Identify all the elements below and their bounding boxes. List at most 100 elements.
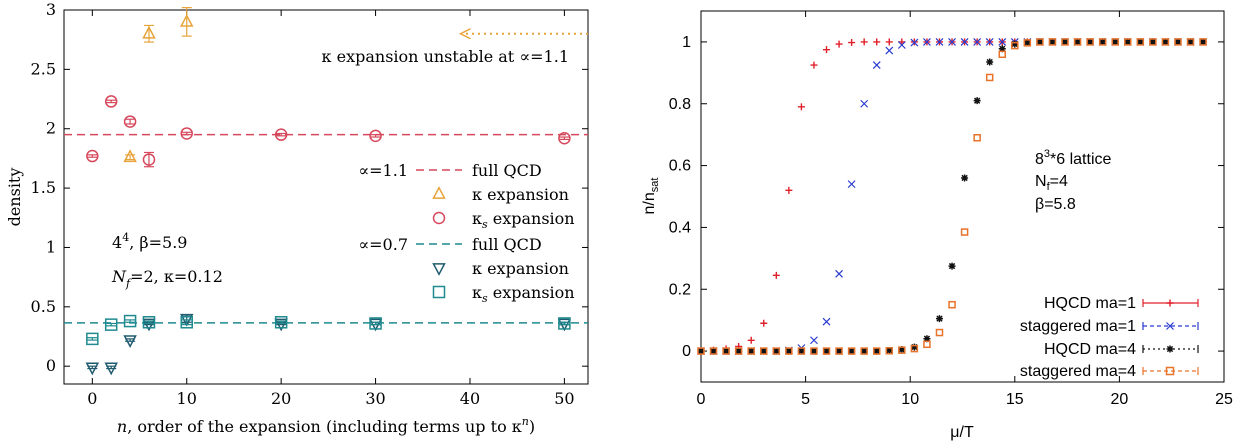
left-y-tick-label: 1	[46, 237, 56, 256]
data-point-square	[998, 50, 1006, 59]
data-point-star	[998, 45, 1006, 53]
right-y-tick-label: 0.4	[669, 219, 691, 236]
data-point-star	[1048, 38, 1056, 46]
data-point-triangle-down	[85, 362, 100, 376]
data-point-square	[558, 317, 571, 330]
data-point-square	[960, 228, 969, 236]
data-point-square	[1124, 38, 1132, 46]
data-point-square	[923, 340, 931, 349]
data-point-star	[1187, 38, 1195, 46]
legend-kappa-s-exp-2: κs expansion	[472, 283, 575, 305]
data-point-circle	[123, 115, 137, 128]
data-point-square	[1199, 38, 1207, 46]
data-point-star	[797, 347, 805, 355]
data-point-square	[722, 347, 730, 355]
data-point-star	[935, 315, 943, 323]
lattice-info: 44, β=5.9	[112, 231, 187, 252]
data-point-star	[885, 346, 893, 354]
data-point-cross	[935, 37, 944, 46]
legend-label: HQCD ma=4	[1044, 341, 1136, 358]
data-point-star	[722, 347, 730, 355]
data-point-square	[104, 318, 118, 331]
data-point-star	[810, 347, 818, 355]
nf-kappa-info: Nf=2, κ=0.12	[111, 267, 223, 290]
data-point-cross	[885, 46, 894, 55]
data-point-star	[961, 174, 969, 182]
data-point-star	[1174, 38, 1182, 46]
data-point-circle	[180, 127, 193, 140]
left-axis-ticks: 0 10 20 30 40 50 0 0.5 1 1.5 2 2.5 3	[31, 0, 588, 408]
legend-marker-plus	[1166, 299, 1174, 307]
data-point-plus	[810, 61, 818, 69]
legend-marker-star	[1166, 345, 1174, 353]
left-x-tick-label: 40	[460, 389, 480, 408]
right-axis-ticks: 0 5 10 15 20 25 0 0.2 0.4 0.6 0.8 1	[669, 11, 1233, 408]
data-point-square	[797, 347, 806, 355]
data-point-plus	[823, 46, 831, 54]
legend-kappa-exp-2: κ expansion	[472, 259, 569, 278]
right-y-tick-label: 0	[682, 343, 691, 360]
data-point-plus	[797, 103, 805, 111]
data-point-square	[1174, 38, 1182, 46]
legend-marker-circle	[432, 211, 446, 225]
data-point-star	[1011, 40, 1019, 48]
data-point-square	[123, 314, 137, 328]
legend-group-label-1: ∝=1.1	[358, 161, 408, 180]
legend-marker-cross	[1166, 322, 1174, 330]
data-point-star	[873, 347, 881, 355]
right-y-axis-label: n/nsat	[641, 178, 661, 215]
data-point-circle	[142, 153, 156, 166]
data-point-square	[847, 347, 856, 355]
data-point-plus	[860, 38, 868, 46]
left-info-text: 44, β=5.9 Nf=2, κ=0.12	[111, 231, 223, 290]
right-legend: HQCD ma=1 staggered ma=1 HQCD ma=4 staggere…	[1020, 295, 1199, 380]
right-plot-frame	[700, 10, 1225, 383]
data-point-star	[1199, 38, 1207, 46]
data-point-star	[1074, 38, 1082, 46]
data-point-square	[948, 300, 956, 309]
data-point-triangle-up	[179, 13, 194, 27]
data-point-plus	[772, 271, 780, 279]
legend-marker-triangle-down	[432, 263, 446, 276]
left-y-tick-label: 1.5	[31, 178, 56, 197]
data-point-triangle-down	[104, 362, 118, 376]
legend-group-label-2: ∝=0.7	[358, 235, 408, 254]
right-x-axis-label: μ/T	[950, 424, 974, 441]
right-x-tick-label: 0	[697, 391, 706, 408]
data-point-square	[872, 347, 881, 355]
data-point-plus	[785, 186, 793, 194]
data-point-star	[747, 347, 755, 355]
data-point-square	[709, 347, 718, 355]
left-y-tick-label: 2.5	[31, 59, 56, 78]
data-point-star	[1061, 38, 1069, 46]
legend-label: HQCD ma=1	[1044, 295, 1136, 312]
data-point-square	[142, 316, 156, 329]
data-point-square	[734, 347, 743, 355]
data-point-triangle-down	[274, 318, 288, 332]
left-x-tick-label: 0	[87, 389, 97, 408]
data-point-square	[1086, 38, 1094, 46]
data-point-square	[885, 347, 894, 355]
right-y-tick-label: 1	[682, 34, 691, 51]
data-point-circle	[558, 131, 571, 145]
instability-annotation: κ expansion unstable at ∝=1.1	[322, 28, 588, 66]
legend-kappa-exp-1: κ expansion	[472, 185, 569, 204]
data-point-cross	[897, 41, 906, 49]
data-point-star	[1161, 38, 1169, 46]
left-legend: ∝=1.1 ∝=0.7 full QCD κ expansion κs expa…	[358, 161, 574, 305]
data-point-cross	[860, 99, 869, 108]
legend-marker-square	[432, 285, 446, 299]
data-point-cross	[822, 317, 831, 326]
legend-marker-swatches	[432, 186, 446, 299]
right-x-tick-label: 15	[1006, 391, 1024, 408]
left-y-tick-label: 0.5	[31, 297, 56, 316]
data-point-square	[1149, 38, 1157, 46]
data-point-cross	[923, 37, 931, 46]
data-point-star	[760, 347, 768, 355]
data-point-star	[785, 347, 793, 355]
right-x-tick-label: 10	[901, 391, 919, 408]
data-point-cross	[872, 61, 881, 70]
data-point-square	[772, 347, 781, 355]
data-point-star	[735, 347, 743, 355]
